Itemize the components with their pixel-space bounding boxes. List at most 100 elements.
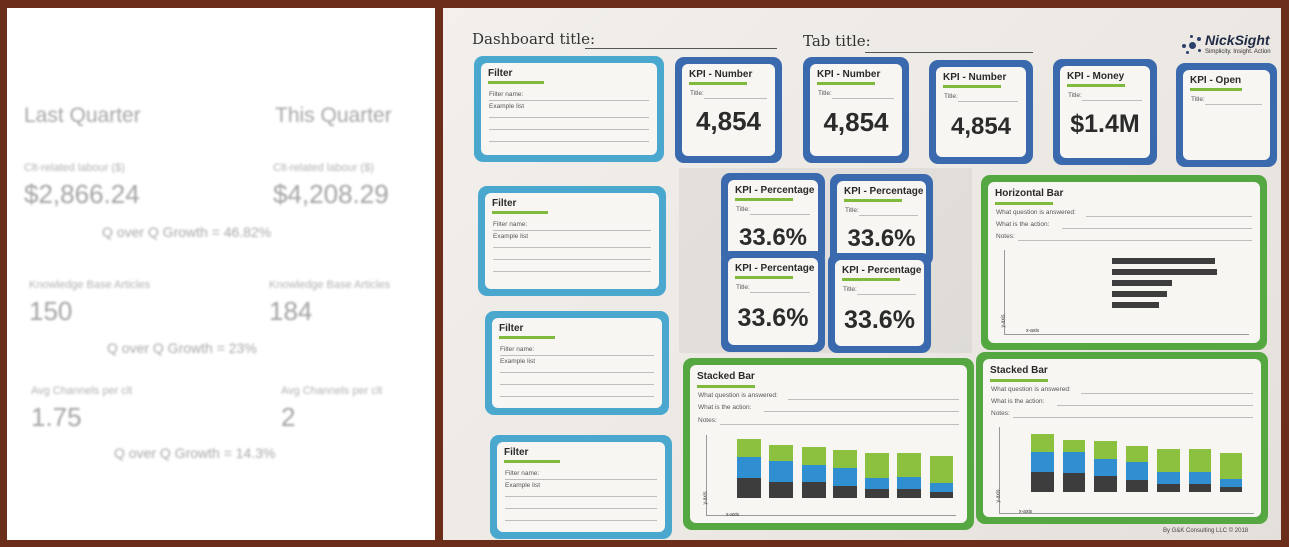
filter-name-label: Filter name: — [500, 346, 535, 353]
kpi-title-label: Title: — [1191, 96, 1205, 103]
stacked-bar-card[interactable]: Stacked Bar What question is answered: W… — [683, 358, 974, 530]
growth-text: Q over Q Growth = 23% — [107, 340, 257, 356]
tab-title-label: Tab title: — [803, 32, 871, 50]
horizontal-bar — [1112, 302, 1159, 308]
horizontal-bar — [1112, 258, 1215, 264]
question-label: What question is answered: — [996, 209, 1076, 216]
title-underline — [689, 82, 747, 85]
field-line — [493, 247, 651, 248]
field-line — [764, 411, 959, 412]
field-line — [505, 520, 657, 521]
bar-segment-dark — [1157, 484, 1180, 492]
kpi-title-label: Title: — [736, 284, 750, 291]
metric-value-this: $4,208.29 — [273, 179, 389, 209]
field-line — [1081, 393, 1253, 394]
stacked-bar — [1063, 440, 1085, 492]
this-quarter-heading: This Quarter — [275, 104, 392, 127]
field-line — [489, 117, 649, 118]
bar-segment-dark — [737, 478, 761, 498]
kpi-percentage-card[interactable]: KPI - Percentage Title: 33.6% — [830, 174, 933, 266]
filter-card[interactable]: Filter Filter name: Example list — [474, 56, 664, 162]
question-label: What question is answered: — [991, 386, 1071, 393]
horizontal-bar — [1112, 280, 1172, 286]
y-axis-label: y-axis — [1000, 314, 1007, 328]
bar-segment-blue — [1126, 462, 1148, 480]
kpi-value: 4,854 — [950, 113, 1012, 140]
bar-segment-green — [865, 453, 889, 478]
bar-segment-dark — [802, 482, 826, 498]
kpi-value: $1.4M — [1070, 110, 1140, 138]
field-line — [1082, 100, 1142, 101]
field-line — [500, 355, 654, 356]
bar-segment-green — [802, 447, 826, 465]
card-title: Horizontal Bar — [995, 188, 1064, 199]
bar-segment-blue — [897, 477, 921, 489]
field-line — [1205, 104, 1262, 105]
bar-segment-blue — [1220, 479, 1242, 487]
stacked-bar — [1220, 453, 1242, 492]
kpi-title-label: Title: — [736, 206, 750, 213]
field-line — [857, 294, 916, 295]
filter-name-label: Filter name: — [489, 91, 524, 98]
kpi-title-label: Title: — [690, 90, 704, 97]
kpi-title-label: Title: — [944, 93, 958, 100]
kpi-number-card[interactable]: KPI - Number Title: 4,854 — [929, 60, 1033, 164]
kpi-money-card[interactable]: KPI - Money Title: $1.4M — [1053, 59, 1157, 165]
kpi-value: 4,854 — [695, 106, 762, 136]
y-axis-line — [706, 435, 707, 515]
metric-label-last: Clt-related labour ($) — [24, 162, 125, 174]
bar-segment-blue — [1063, 452, 1085, 473]
stacked-bar — [930, 456, 953, 498]
bar-segment-green — [1126, 446, 1148, 462]
field-line — [1018, 240, 1252, 241]
action-label: What is the action: — [698, 404, 752, 411]
card-title: KPI - Number — [817, 69, 881, 80]
kpi-open-card[interactable]: KPI - Open Title: — [1176, 63, 1277, 167]
metric-value-last: $2,866.24 — [24, 179, 140, 209]
x-axis-label: x-axis — [1019, 509, 1033, 515]
wireframe-board: Dashboard title: Tab title: NickSight Si… — [443, 8, 1281, 540]
card-title: KPI - Number — [689, 69, 753, 80]
title-underline — [1067, 84, 1125, 87]
field-line — [1057, 405, 1253, 406]
kpi-number-card[interactable]: KPI - Number Title: 4,854 — [675, 57, 782, 163]
metric-label-last: Knowledge Base Articles — [29, 279, 151, 291]
kpi-percentage-card[interactable]: KPI - Percentage Title: 33.6% — [721, 173, 825, 265]
field-line — [505, 496, 657, 497]
stacked-bar — [1189, 449, 1211, 492]
bar-segment-blue — [930, 483, 953, 492]
field-line — [832, 98, 894, 99]
bar-segment-dark — [1189, 484, 1211, 492]
stacked-bar — [897, 453, 921, 498]
kpi-percentage-card[interactable]: KPI - Percentage Title: 33.6% — [721, 251, 825, 352]
field-line — [750, 292, 810, 293]
example-list-label: Example list — [493, 233, 529, 240]
kpi-number-card[interactable]: KPI - Number Title: 4,854 — [803, 57, 909, 163]
field-line — [489, 129, 649, 130]
bar-segment-dark — [769, 482, 793, 498]
bar-segment-dark — [833, 486, 857, 498]
filter-card[interactable]: Filter Filter name: Example list — [490, 435, 672, 539]
logo-name: NickSight — [1205, 32, 1270, 48]
horizontal-bar-card[interactable]: Horizontal Bar What question is answered… — [981, 175, 1267, 350]
card-title: KPI - Percentage — [842, 265, 922, 276]
field-line — [704, 98, 767, 99]
bar-segment-dark — [1063, 473, 1085, 492]
kpi-title-label: Title: — [845, 207, 859, 214]
bar-segment-blue — [1094, 459, 1117, 476]
bar-segment-blue — [802, 465, 826, 482]
card-title: Filter — [492, 198, 517, 209]
card-title: Stacked Bar — [990, 365, 1048, 376]
card-title: KPI - Percentage — [844, 186, 924, 197]
kpi-percentage-card[interactable]: KPI - Percentage Title: 33.6% — [828, 253, 931, 353]
stacked-bar-card[interactable]: Stacked Bar What question is answered: W… — [976, 352, 1268, 524]
bar-segment-green — [1220, 453, 1242, 479]
title-underline — [499, 336, 555, 339]
bar-segment-dark — [865, 489, 889, 498]
kpi-value: 33.6% — [738, 224, 808, 251]
horizontal-bar — [1112, 269, 1217, 275]
filter-card[interactable]: Filter Filter name: Example list — [478, 186, 666, 296]
filter-card[interactable]: Filter Filter name: Example list — [485, 311, 669, 415]
tab-title-line — [865, 52, 1033, 53]
stacked-bar — [1157, 449, 1180, 492]
